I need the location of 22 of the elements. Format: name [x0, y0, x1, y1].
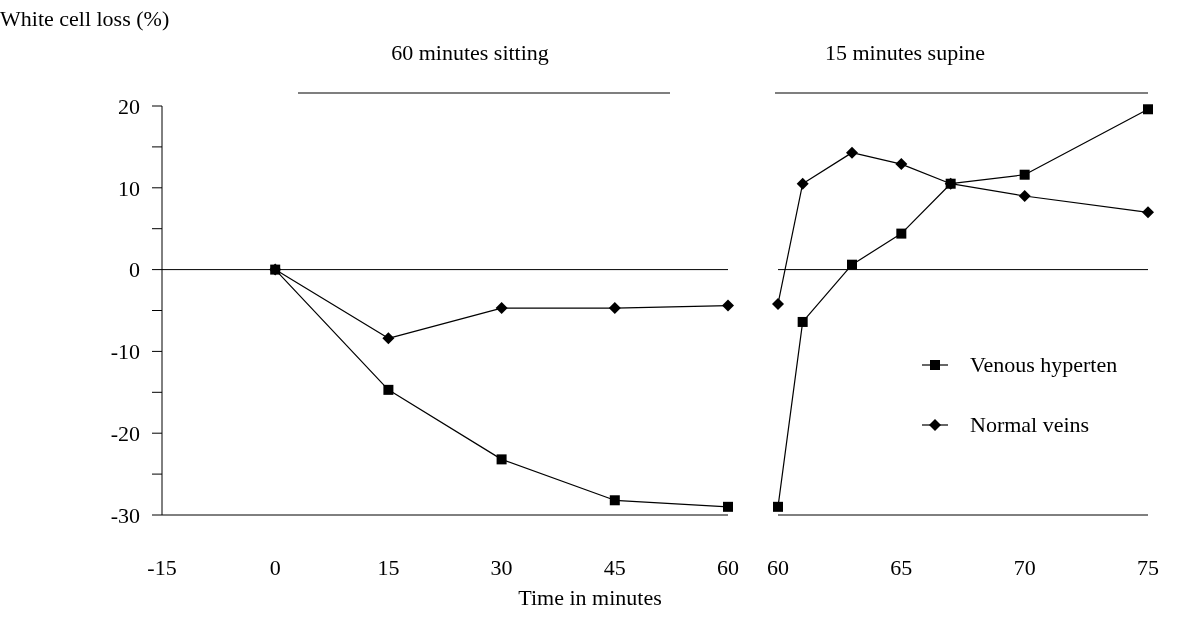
y-tick-label: -30	[110, 502, 140, 528]
x-tick-label: 30	[490, 554, 513, 580]
y-tick-label: 20	[118, 93, 140, 119]
y-tick-label: 0	[129, 257, 140, 283]
legend-label: Normal veins	[970, 412, 1090, 438]
y-tick-label: -20	[110, 421, 140, 447]
x-tick-label: 70	[1013, 554, 1036, 580]
x-tick-label: 75	[1137, 554, 1159, 580]
x-axis-title: Time in minutes	[517, 585, 663, 611]
x-tick-label: -15	[147, 554, 177, 580]
text: 15 minutes supine	[823, 40, 987, 66]
x-tick-label: 45	[603, 554, 626, 580]
y-tick-label: -10	[110, 339, 140, 365]
y-tick-label: 10	[118, 175, 140, 201]
x-tick-label: 65	[890, 554, 913, 580]
x-tick-label: 0	[269, 554, 281, 580]
legend-label: Venous hyperten	[970, 352, 1118, 378]
x-tick-label: 15	[377, 554, 400, 580]
text: 60 minutes sitting	[390, 40, 550, 66]
x-tick-label: 60	[767, 554, 789, 580]
x-tick-label: 60	[717, 554, 739, 580]
y-axis-title: White cell loss (%)	[0, 6, 170, 32]
